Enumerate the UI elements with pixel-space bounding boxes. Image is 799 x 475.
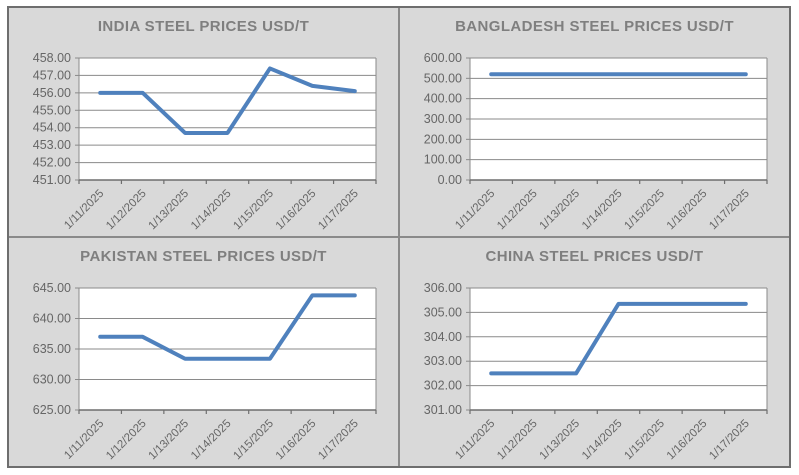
svg-text:1/12/2025: 1/12/2025 — [495, 418, 540, 463]
svg-text:645.00: 645.00 — [33, 281, 71, 295]
svg-text:451.00: 451.00 — [33, 173, 71, 187]
line-chart-bangladesh: 600.00 500.00 400.00 300.00 200.00 100.00 0.00… — [424, 51, 768, 233]
svg-text:1/16/2025: 1/16/2025 — [274, 188, 319, 233]
svg-text:305.00: 305.00 — [424, 305, 462, 319]
svg-text:1/15/2025: 1/15/2025 — [231, 418, 276, 463]
svg-text:400.00: 400.00 — [424, 92, 462, 106]
svg-text:500.00: 500.00 — [424, 71, 462, 85]
line-chart-pakistan: 645.00640.00635.00630.00625.001/11/20251… — [33, 281, 377, 463]
svg-text:1/14/2025: 1/14/2025 — [580, 188, 625, 233]
svg-text:303.00: 303.00 — [424, 354, 462, 368]
svg-text:1/14/2025: 1/14/2025 — [189, 188, 234, 233]
svg-text:1/12/2025: 1/12/2025 — [104, 418, 149, 463]
svg-text:1/11/2025: 1/11/2025 — [453, 188, 497, 232]
charts-grid: INDIA STEEL PRICES USD/T 458.00 457.00 456… — [7, 6, 791, 468]
svg-text:306.00: 306.00 — [424, 281, 462, 295]
svg-text:1/13/2025: 1/13/2025 — [538, 418, 583, 463]
svg-text:455.00: 455.00 — [33, 103, 71, 117]
chart-title-bangladesh: BANGLADESH STEEL PRICES USD/T — [455, 18, 734, 35]
chart-title-india: INDIA STEEL PRICES USD/T — [97, 18, 310, 35]
svg-text:200.00: 200.00 — [424, 132, 462, 146]
svg-text:635.00: 635.00 — [33, 342, 71, 356]
svg-text:1/13/2025: 1/13/2025 — [147, 188, 192, 233]
svg-text:301.00: 301.00 — [424, 403, 462, 417]
svg-text:1/14/2025: 1/14/2025 — [189, 418, 234, 463]
svg-text:1/12/2025: 1/12/2025 — [495, 188, 540, 233]
svg-text:458.00: 458.00 — [33, 51, 71, 65]
svg-text:1/11/2025: 1/11/2025 — [453, 418, 497, 462]
svg-text:1/11/2025: 1/11/2025 — [62, 418, 106, 462]
svg-text:630.00: 630.00 — [33, 373, 71, 387]
svg-text:1/16/2025: 1/16/2025 — [274, 418, 319, 463]
svg-text:0.00: 0.00 — [438, 173, 462, 187]
svg-text:456.00: 456.00 — [33, 86, 71, 100]
chart-title-pakistan: PAKISTAN STEEL PRICES USD/T — [80, 248, 327, 265]
svg-text:1/16/2025: 1/16/2025 — [665, 188, 710, 233]
svg-text:457.00: 457.00 — [33, 68, 71, 82]
chart-panel-bangladesh: BANGLADESH STEEL PRICES USD/T 600.00 500.… — [400, 8, 789, 236]
svg-text:1/14/2025: 1/14/2025 — [580, 418, 625, 463]
svg-text:302.00: 302.00 — [424, 379, 462, 393]
svg-text:1/15/2025: 1/15/2025 — [622, 188, 667, 233]
svg-text:300.00: 300.00 — [424, 112, 462, 126]
svg-text:1/17/2025: 1/17/2025 — [316, 188, 361, 233]
chart-panel-india: INDIA STEEL PRICES USD/T 458.00 457.00 456… — [9, 8, 398, 236]
svg-text:1/13/2025: 1/13/2025 — [147, 418, 192, 463]
svg-text:625.00: 625.00 — [33, 403, 71, 417]
svg-text:100.00: 100.00 — [424, 153, 462, 167]
svg-text:1/16/2025: 1/16/2025 — [665, 418, 710, 463]
svg-text:1/17/2025: 1/17/2025 — [316, 418, 361, 463]
chart-panel-pakistan: PAKISTAN STEEL PRICES USD/T 645.00 640.00… — [9, 238, 398, 466]
svg-text:1/13/2025: 1/13/2025 — [538, 188, 583, 233]
svg-text:1/11/2025: 1/11/2025 — [62, 188, 106, 232]
svg-text:1/15/2025: 1/15/2025 — [231, 188, 276, 233]
svg-text:1/12/2025: 1/12/2025 — [104, 188, 149, 233]
svg-text:454.00: 454.00 — [33, 121, 71, 135]
svg-text:452.00: 452.00 — [33, 156, 71, 170]
svg-text:1/15/2025: 1/15/2025 — [622, 418, 667, 463]
svg-text:600.00: 600.00 — [424, 51, 462, 65]
svg-text:1/17/2025: 1/17/2025 — [707, 418, 752, 463]
svg-text:453.00: 453.00 — [33, 138, 71, 152]
line-chart-india: 458.00 457.00 456.00 455.00 454.00 453.00 452.… — [33, 51, 377, 233]
line-chart-china: 306.00 305.00 304.00 303.00 302.00 301.001/11… — [424, 281, 768, 463]
chart-panel-china: CHINA STEEL PRICES USD/T 306.00 305.00 304… — [400, 238, 789, 466]
chart-title-china: CHINA STEEL PRICES USD/T — [485, 248, 704, 265]
svg-text:640.00: 640.00 — [33, 312, 71, 326]
svg-text:1/17/2025: 1/17/2025 — [707, 188, 752, 233]
svg-text:304.00: 304.00 — [424, 330, 462, 344]
